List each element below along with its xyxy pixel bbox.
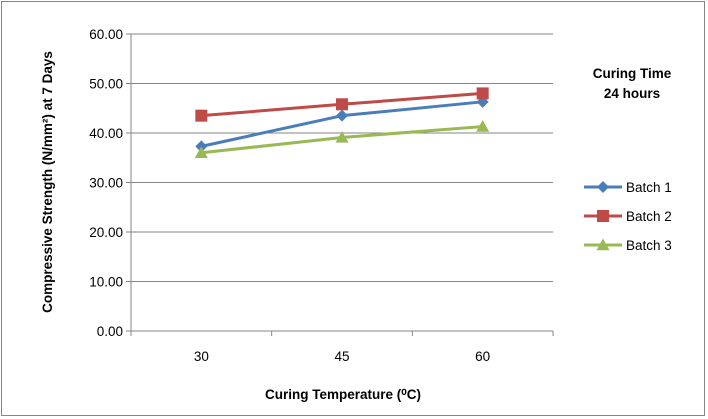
data-point-batch-3 — [476, 120, 490, 132]
x-tick-label: 60 — [475, 349, 490, 364]
series-group — [194, 87, 490, 158]
x-tick-label: 30 — [194, 349, 209, 364]
x-tick-label: 45 — [334, 349, 349, 364]
data-point-batch-2 — [195, 109, 208, 122]
y-tick-label: 10.00 — [89, 275, 123, 290]
legend-label-batch-3: Batch 3 — [626, 238, 672, 253]
y-tick-labels: 0.00 10.00 20.00 30.00 40.00 50.00 60.00 — [89, 27, 123, 339]
y-tick-label: 60.00 — [89, 27, 123, 42]
x-tick-labels: 30 45 60 — [194, 349, 490, 364]
gridlines — [131, 33, 553, 282]
y-tick-label: 20.00 — [89, 225, 123, 240]
data-point-batch-2 — [336, 98, 348, 111]
y-axis-title: Compressive Strength (N/mm²) at 7 Days — [40, 51, 55, 313]
y-tick-label: 0.00 — [97, 324, 123, 339]
legend-marker-batch-3 — [596, 238, 610, 251]
data-point-batch-3 — [194, 146, 208, 158]
axes — [126, 33, 554, 336]
x-axis-title: Curing Temperature (⁰C) — [265, 387, 421, 402]
y-tick-label: 30.00 — [89, 176, 123, 191]
y-tick-label: 50.00 — [89, 77, 123, 92]
data-point-batch-3 — [335, 130, 349, 143]
legend-label-batch-1: Batch 1 — [626, 180, 672, 195]
y-tick-label: 40.00 — [89, 126, 123, 141]
series-batch-3 — [194, 120, 490, 158]
data-point-batch-2 — [476, 87, 489, 100]
annotation-line-1: Curing Time — [593, 66, 672, 81]
annotation-line-2: 24 hours — [604, 86, 660, 101]
legend-marker-batch-2 — [597, 210, 609, 222]
series-batch-2 — [195, 87, 489, 122]
legend-label-batch-2: Batch 2 — [626, 209, 672, 224]
legend: Batch 1 Batch 2 Batch 3 — [584, 180, 672, 253]
legend-marker-batch-1 — [597, 181, 609, 193]
data-point-batch-1 — [336, 109, 348, 122]
